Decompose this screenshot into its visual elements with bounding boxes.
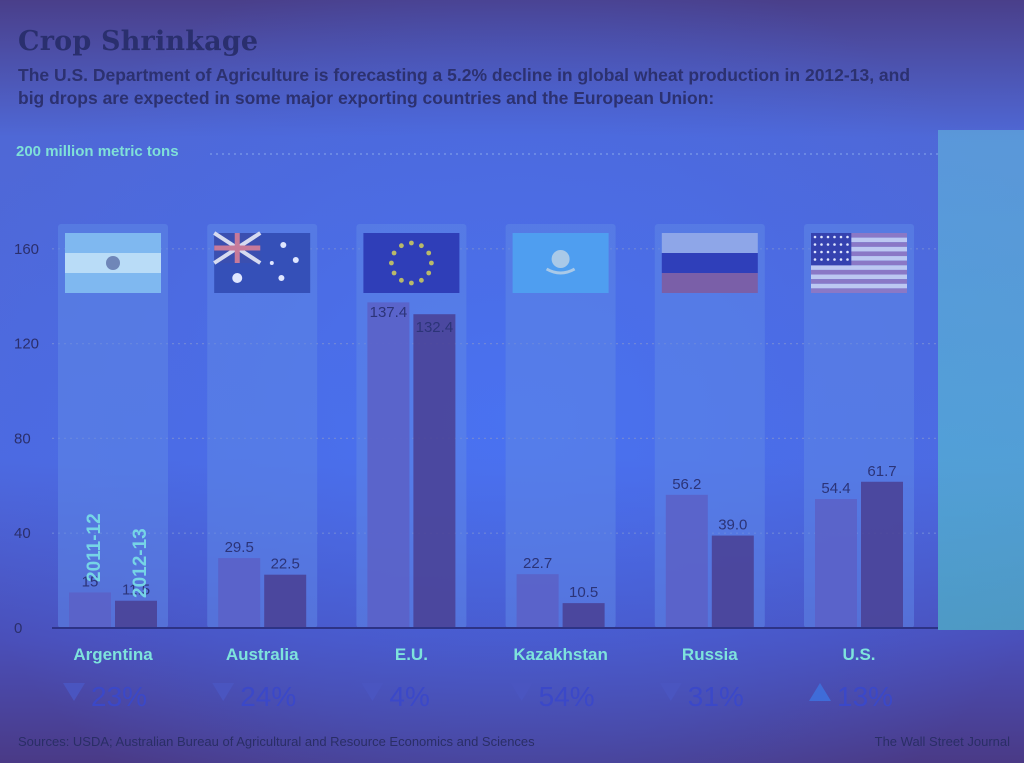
percent-change-label: 31% xyxy=(688,681,744,712)
value-label-2012-13: 39.0 xyxy=(718,517,747,534)
bar-2011-12 xyxy=(367,302,410,628)
country-label: U.S. xyxy=(842,645,875,664)
country-panel xyxy=(207,224,318,628)
value-label-2011-12: 137.4 xyxy=(370,304,408,321)
season-label-2011-12: 2011-12 xyxy=(84,513,105,582)
bar-2012-13 xyxy=(115,600,157,628)
percent-change-label: 24% xyxy=(240,681,296,712)
value-label-2012-13: 22.5 xyxy=(271,556,300,573)
bar-2011-12 xyxy=(665,494,708,628)
bar-2012-13 xyxy=(264,574,307,628)
bar-2011-12 xyxy=(516,574,559,628)
season-label-2012-13: 2012-13 xyxy=(130,528,151,598)
y-axis-unit-label: 200 million metric tons xyxy=(16,143,179,160)
down-triangle-icon xyxy=(659,683,682,701)
y-tick-label: 0 xyxy=(14,620,22,637)
bar-2012-13 xyxy=(861,481,903,628)
percent-change-label: 23% xyxy=(91,681,147,712)
argentina-flag xyxy=(65,233,161,293)
chart-subtitle: The U.S. Department of Agriculture is fo… xyxy=(18,65,911,108)
value-label-2011-12: 29.5 xyxy=(225,539,254,556)
value-label-2012-13: 132.4 xyxy=(416,319,454,336)
percent-change-label: 13% xyxy=(837,681,893,712)
australia-flag xyxy=(213,231,311,293)
decorative-strip xyxy=(938,130,1024,630)
y-tick-label: 40 xyxy=(14,525,31,542)
country-label: E.U. xyxy=(395,645,428,664)
bar-2011-12 xyxy=(815,499,857,628)
country-panel xyxy=(505,224,616,628)
down-triangle-icon xyxy=(510,683,533,701)
value-label-2011-12: 22.7 xyxy=(523,555,552,572)
country-panel xyxy=(58,224,168,628)
bar-2012-13 xyxy=(711,535,754,628)
value-label-2011-12: 15 xyxy=(82,573,99,590)
y-tick-label: 80 xyxy=(14,430,31,447)
us-flag xyxy=(811,233,907,293)
publisher-credit: The Wall Street Journal xyxy=(874,734,1010,749)
eu-flag xyxy=(363,233,460,293)
country-label: Kazakhstan xyxy=(513,645,607,664)
up-triangle-icon xyxy=(809,683,831,701)
bar-2011-12 xyxy=(69,592,111,628)
down-triangle-icon xyxy=(212,683,235,701)
percent-change-label: 4% xyxy=(389,681,429,712)
country-label: Argentina xyxy=(73,645,153,664)
sources-note: Sources: USDA; Australian Bureau of Agri… xyxy=(18,734,535,749)
kazakhstan-flag xyxy=(512,233,609,293)
value-label-2012-13: 11.5 xyxy=(122,582,150,599)
value-label-2012-13: 61.7 xyxy=(867,463,896,480)
down-triangle-icon xyxy=(63,683,85,701)
chart-title: Crop Shrinkage xyxy=(18,26,259,57)
value-label-2011-12: 54.4 xyxy=(821,480,850,497)
y-tick-label: 160 xyxy=(14,241,39,258)
bar-2012-13 xyxy=(413,314,456,628)
bar-2012-13 xyxy=(562,603,605,628)
percent-change-label: 54% xyxy=(539,681,595,712)
y-tick-label: 120 xyxy=(14,336,39,353)
value-label-2012-13: 10.5 xyxy=(569,584,598,601)
country-label: Russia xyxy=(682,645,738,664)
country-label: Australia xyxy=(226,645,299,664)
bar-2011-12 xyxy=(218,558,261,628)
value-label-2011-12: 56.2 xyxy=(672,476,701,493)
down-triangle-icon xyxy=(361,683,384,701)
russia-flag xyxy=(661,233,758,293)
